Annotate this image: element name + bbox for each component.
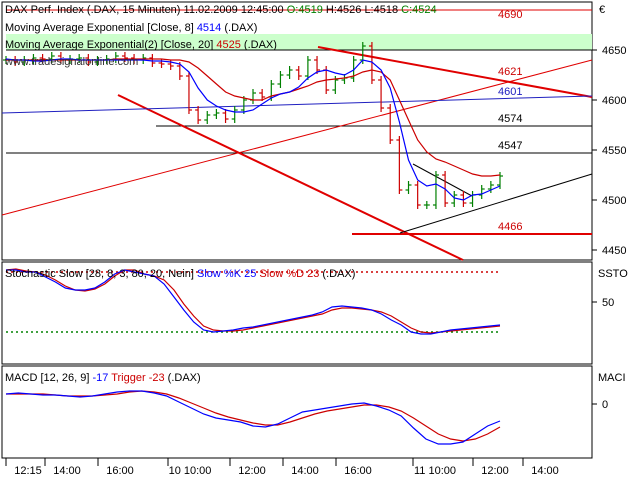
- stoch-k-name: Slow %K: [197, 268, 242, 280]
- price-axis-label: 4500: [602, 195, 626, 207]
- short-resistance-line: [412, 163, 473, 197]
- x-axis-label: 12:00: [238, 465, 266, 477]
- ema20-legend-label: Moving Average Exponential(2) [Close, 20…: [5, 39, 213, 51]
- watermark: www.tradesignalonline.com: [4, 56, 138, 68]
- level-label: 4574: [498, 113, 522, 125]
- stoch-suffix: (.DAX): [322, 268, 355, 280]
- upper-downtrend-line: [317, 46, 593, 98]
- resistance-zone: [6, 34, 592, 50]
- stoch-axis-label: 50: [602, 297, 614, 309]
- header-datetime: 11.02.2009 12:45:00: [184, 4, 284, 16]
- macd-axis-label: 0: [602, 399, 608, 411]
- level-label: 4466: [498, 221, 522, 233]
- price-axis-label: 4650: [602, 45, 626, 57]
- high-value: 4526: [337, 4, 361, 16]
- currency-symbol: €: [599, 4, 605, 16]
- open-value: 4519: [298, 4, 322, 16]
- x-axis-label: 14:00: [531, 465, 559, 477]
- chart-header: DAX Perf. Index (.DAX, 15 Minuten) 11.02…: [5, 4, 437, 16]
- stochastic-panel-frame: [1, 261, 593, 365]
- ema8-legend-label: Moving Average Exponential [Close, 8]: [5, 22, 194, 34]
- level-label: 4547: [498, 140, 522, 152]
- level-label: 4601: [498, 86, 522, 98]
- x-axis-label: 11 10:00: [414, 465, 456, 477]
- high-label: H:: [326, 4, 337, 16]
- macd-line: [5, 390, 501, 445]
- macd-title: MACD [12, 26, 9]: [5, 372, 89, 384]
- x-axis-label: 14:00: [53, 465, 81, 477]
- macd-axis-title: MACI: [598, 372, 626, 384]
- stochastic-title: Stochastic Slow [28, 8, 3, 80, 20, Nein]: [5, 268, 194, 280]
- macd-legend: MACD [12, 26, 9] -17 Trigger -23 (.DAX): [5, 372, 201, 384]
- stoch-d-name: Slow %D: [259, 268, 304, 280]
- downtrend-line: [117, 94, 464, 261]
- macd-value: -17: [92, 372, 108, 384]
- x-axis-label: 14:00: [291, 465, 319, 477]
- price-panel: 4690 4621 4601 4574 4547 4466: [1, 9, 593, 261]
- header-title: DAX Perf. Index (.DAX, 15 Minuten): [5, 4, 180, 16]
- level-label: 4621: [498, 66, 522, 78]
- x-axis-label: 12:00: [481, 465, 509, 477]
- x-axis-label: 16:00: [344, 465, 372, 477]
- stochastic-legend: Stochastic Slow [28, 8, 3, 80, 20, Nein]…: [5, 268, 355, 280]
- open-label: O:: [287, 4, 299, 16]
- ema20-line: [6, 58, 501, 177]
- stochastic-panel: [5, 268, 501, 335]
- macd-trigger-line: [6, 390, 501, 442]
- ema8-legend: Moving Average Exponential [Close, 8] 45…: [5, 22, 257, 34]
- ema8-line: [5, 58, 501, 201]
- x-axis-label: 12:15: [14, 465, 42, 477]
- stoch-d-value: 23: [307, 268, 319, 280]
- ema20-legend: Moving Average Exponential(2) [Close, 20…: [5, 39, 277, 51]
- low-label: L:: [364, 4, 373, 16]
- uptrend-line: [1, 59, 593, 216]
- stoch-k-line: [6, 269, 501, 335]
- close-value: 4524: [412, 4, 436, 16]
- axes: 4450 4500 4550 4600 4650 50 SSTO 0 MACI 12:15 14:0…: [5, 45, 628, 477]
- ema8-legend-suffix: (.DAX): [224, 22, 257, 34]
- x-axis-label: 16:00: [106, 465, 134, 477]
- stoch-axis-title: SSTO: [598, 268, 628, 280]
- price-axis-label: 4450: [602, 245, 626, 257]
- support-line: [399, 173, 593, 234]
- level-label: 4690: [498, 9, 522, 21]
- blue-trend-line: [1, 95, 593, 114]
- ema20-legend-value: 4525: [216, 39, 240, 51]
- x-axis-label: 10 10:00: [169, 465, 212, 477]
- ema20-legend-suffix: (.DAX): [244, 39, 277, 51]
- price-panel-frame: [1, 1, 593, 261]
- trigger-name: Trigger: [111, 372, 146, 384]
- close-label: C:: [401, 4, 412, 16]
- macd-panel: [5, 390, 501, 445]
- stoch-d-line: [5, 268, 501, 334]
- macd-panel-frame: [1, 365, 593, 459]
- price-axis-label: 4600: [602, 95, 626, 107]
- price-axis-label: 4550: [602, 145, 626, 157]
- ema8-legend-value: 4514: [197, 22, 221, 34]
- trigger-value: -23: [149, 372, 165, 384]
- stoch-k-value: 25: [244, 268, 256, 280]
- macd-suffix: (.DAX): [168, 372, 201, 384]
- low-value: 4518: [374, 4, 398, 16]
